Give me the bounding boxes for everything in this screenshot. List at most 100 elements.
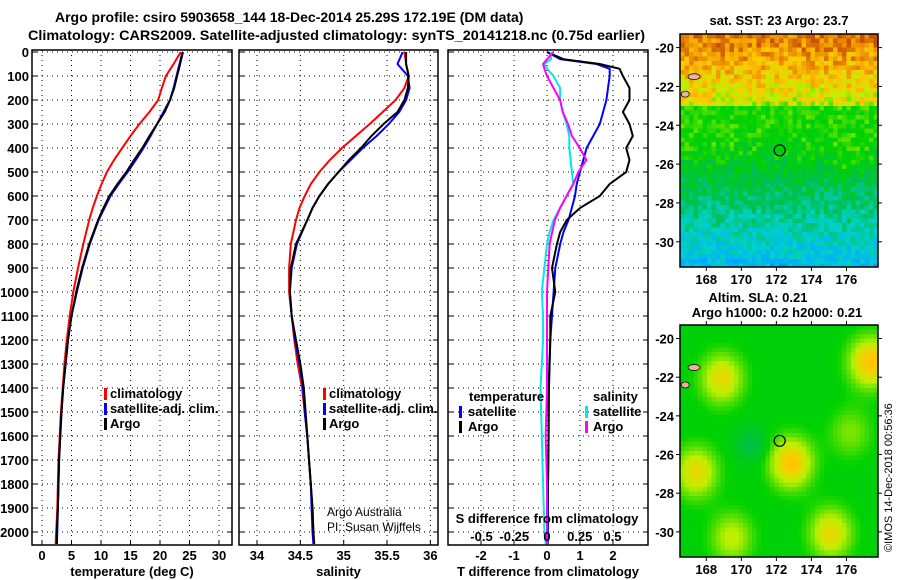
map-cell	[761, 347, 766, 353]
map-cell	[846, 191, 852, 197]
map-cell	[734, 496, 739, 501]
map-cell	[774, 214, 780, 219]
map-cell	[860, 79, 865, 84]
map-cell	[729, 142, 735, 147]
map-cell	[797, 419, 802, 425]
map-cell	[702, 65, 708, 71]
map-cell	[828, 52, 834, 57]
map-cell	[761, 43, 766, 48]
map-cell	[774, 196, 780, 201]
map-cell	[869, 88, 874, 93]
map-cell	[860, 545, 865, 551]
map-cell	[725, 392, 730, 398]
map-cell	[702, 263, 708, 269]
map-cell	[711, 115, 717, 120]
map-cell	[779, 419, 784, 425]
map-cell	[716, 428, 721, 434]
map-cell	[734, 410, 739, 416]
map-cell	[860, 187, 865, 192]
map-cell	[702, 187, 708, 192]
map-cell	[801, 482, 807, 488]
map-cell	[864, 514, 870, 519]
map-cell	[738, 155, 744, 161]
map-cell	[801, 491, 807, 497]
map-cell	[810, 541, 816, 546]
map-cell	[743, 155, 748, 161]
map-cell	[729, 410, 735, 416]
map-cell	[828, 325, 834, 330]
map-cell	[792, 392, 798, 398]
map-cell	[873, 191, 879, 197]
map-cell	[770, 254, 775, 260]
map-cell	[851, 491, 856, 497]
map-cell	[738, 196, 744, 201]
map-cell	[783, 79, 789, 84]
s-tick-label: 0	[543, 529, 550, 544]
map-cell	[828, 146, 834, 152]
map-cell	[689, 43, 694, 48]
map-cell	[747, 209, 753, 215]
map-cell	[720, 43, 726, 48]
map-cell	[729, 523, 735, 528]
map-cell	[756, 47, 762, 53]
map-cell	[864, 232, 870, 237]
map-cell	[743, 56, 748, 62]
y-tick-label: 1000	[0, 285, 29, 300]
map-cell	[851, 356, 856, 362]
map-cell	[711, 433, 717, 438]
map-cell	[747, 509, 753, 515]
map-cell	[837, 352, 843, 357]
map-cell	[761, 509, 766, 515]
map-cell	[774, 491, 780, 497]
map-cell	[819, 115, 825, 120]
map-cell	[815, 155, 820, 161]
map-mask	[680, 557, 878, 565]
map-cell	[684, 361, 690, 366]
map-cell	[860, 47, 865, 53]
map-cell	[783, 97, 789, 102]
map-cell	[693, 241, 699, 246]
map-cell	[833, 397, 838, 402]
map-cell	[707, 532, 712, 537]
map-cell	[702, 523, 708, 528]
map-cell	[734, 433, 739, 438]
map-cell	[711, 191, 717, 197]
map-cell	[828, 532, 834, 537]
map-cell	[824, 164, 829, 170]
map-cell	[783, 245, 789, 251]
map-cell	[837, 173, 843, 179]
map-cell	[684, 446, 690, 452]
map-cell	[765, 487, 771, 492]
map-cell	[752, 442, 757, 447]
map-cell	[833, 518, 838, 524]
map-cell	[765, 514, 771, 519]
map-cell	[846, 110, 852, 116]
map-cell	[725, 478, 730, 483]
map-cell	[684, 209, 690, 215]
map-cell	[792, 52, 798, 57]
map-cell	[792, 209, 798, 215]
map-cell	[711, 415, 717, 420]
map-cell	[765, 505, 771, 510]
map-cell	[765, 196, 771, 201]
map-cell	[810, 38, 816, 44]
map-cell	[833, 182, 838, 188]
map-cell	[846, 446, 852, 452]
map-cell	[779, 397, 784, 402]
map-cell	[860, 110, 865, 116]
map-cell	[779, 365, 784, 371]
map-cell	[797, 56, 802, 62]
map-cell	[698, 478, 703, 483]
map-cell	[873, 401, 879, 407]
map-cell	[725, 433, 730, 438]
map-cell	[810, 379, 816, 384]
map-cell	[680, 142, 685, 147]
map-cell	[801, 43, 807, 48]
map-cell	[716, 133, 721, 138]
map-cell	[770, 146, 775, 152]
map-cell	[707, 383, 712, 389]
map-cell	[801, 374, 807, 380]
map-cell	[869, 500, 874, 506]
map-cell	[698, 173, 703, 179]
